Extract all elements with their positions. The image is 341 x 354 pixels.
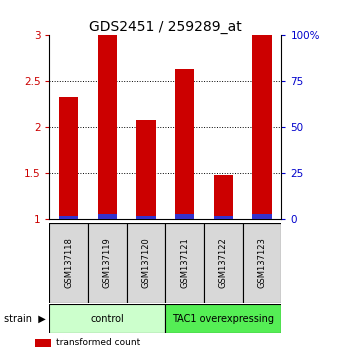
Bar xyxy=(165,223,204,303)
Bar xyxy=(49,223,88,303)
Bar xyxy=(49,304,165,333)
Bar xyxy=(252,214,272,219)
Bar xyxy=(252,35,272,219)
Bar xyxy=(175,214,194,219)
Bar xyxy=(165,304,281,333)
Text: GSM137119: GSM137119 xyxy=(103,238,112,288)
Text: GSM137122: GSM137122 xyxy=(219,238,228,288)
Bar xyxy=(204,223,243,303)
Text: GSM137123: GSM137123 xyxy=(257,238,267,288)
Bar xyxy=(243,223,281,303)
Text: strain  ▶: strain ▶ xyxy=(4,314,46,324)
Bar xyxy=(175,69,194,219)
Title: GDS2451 / 259289_at: GDS2451 / 259289_at xyxy=(89,21,242,34)
Bar xyxy=(136,120,156,219)
Bar xyxy=(127,223,165,303)
Bar xyxy=(214,175,233,219)
Text: control: control xyxy=(91,314,124,324)
Bar xyxy=(59,216,78,219)
Text: GSM137118: GSM137118 xyxy=(64,238,73,288)
Text: TAC1 overexpressing: TAC1 overexpressing xyxy=(172,314,275,324)
Bar xyxy=(59,97,78,219)
Bar xyxy=(136,216,156,219)
Text: GSM137120: GSM137120 xyxy=(142,238,151,288)
Bar xyxy=(98,35,117,219)
Bar xyxy=(214,216,233,219)
Text: transformed count: transformed count xyxy=(56,338,140,348)
Bar xyxy=(88,223,127,303)
Bar xyxy=(35,339,51,347)
Bar xyxy=(98,214,117,219)
Text: GSM137121: GSM137121 xyxy=(180,238,189,288)
